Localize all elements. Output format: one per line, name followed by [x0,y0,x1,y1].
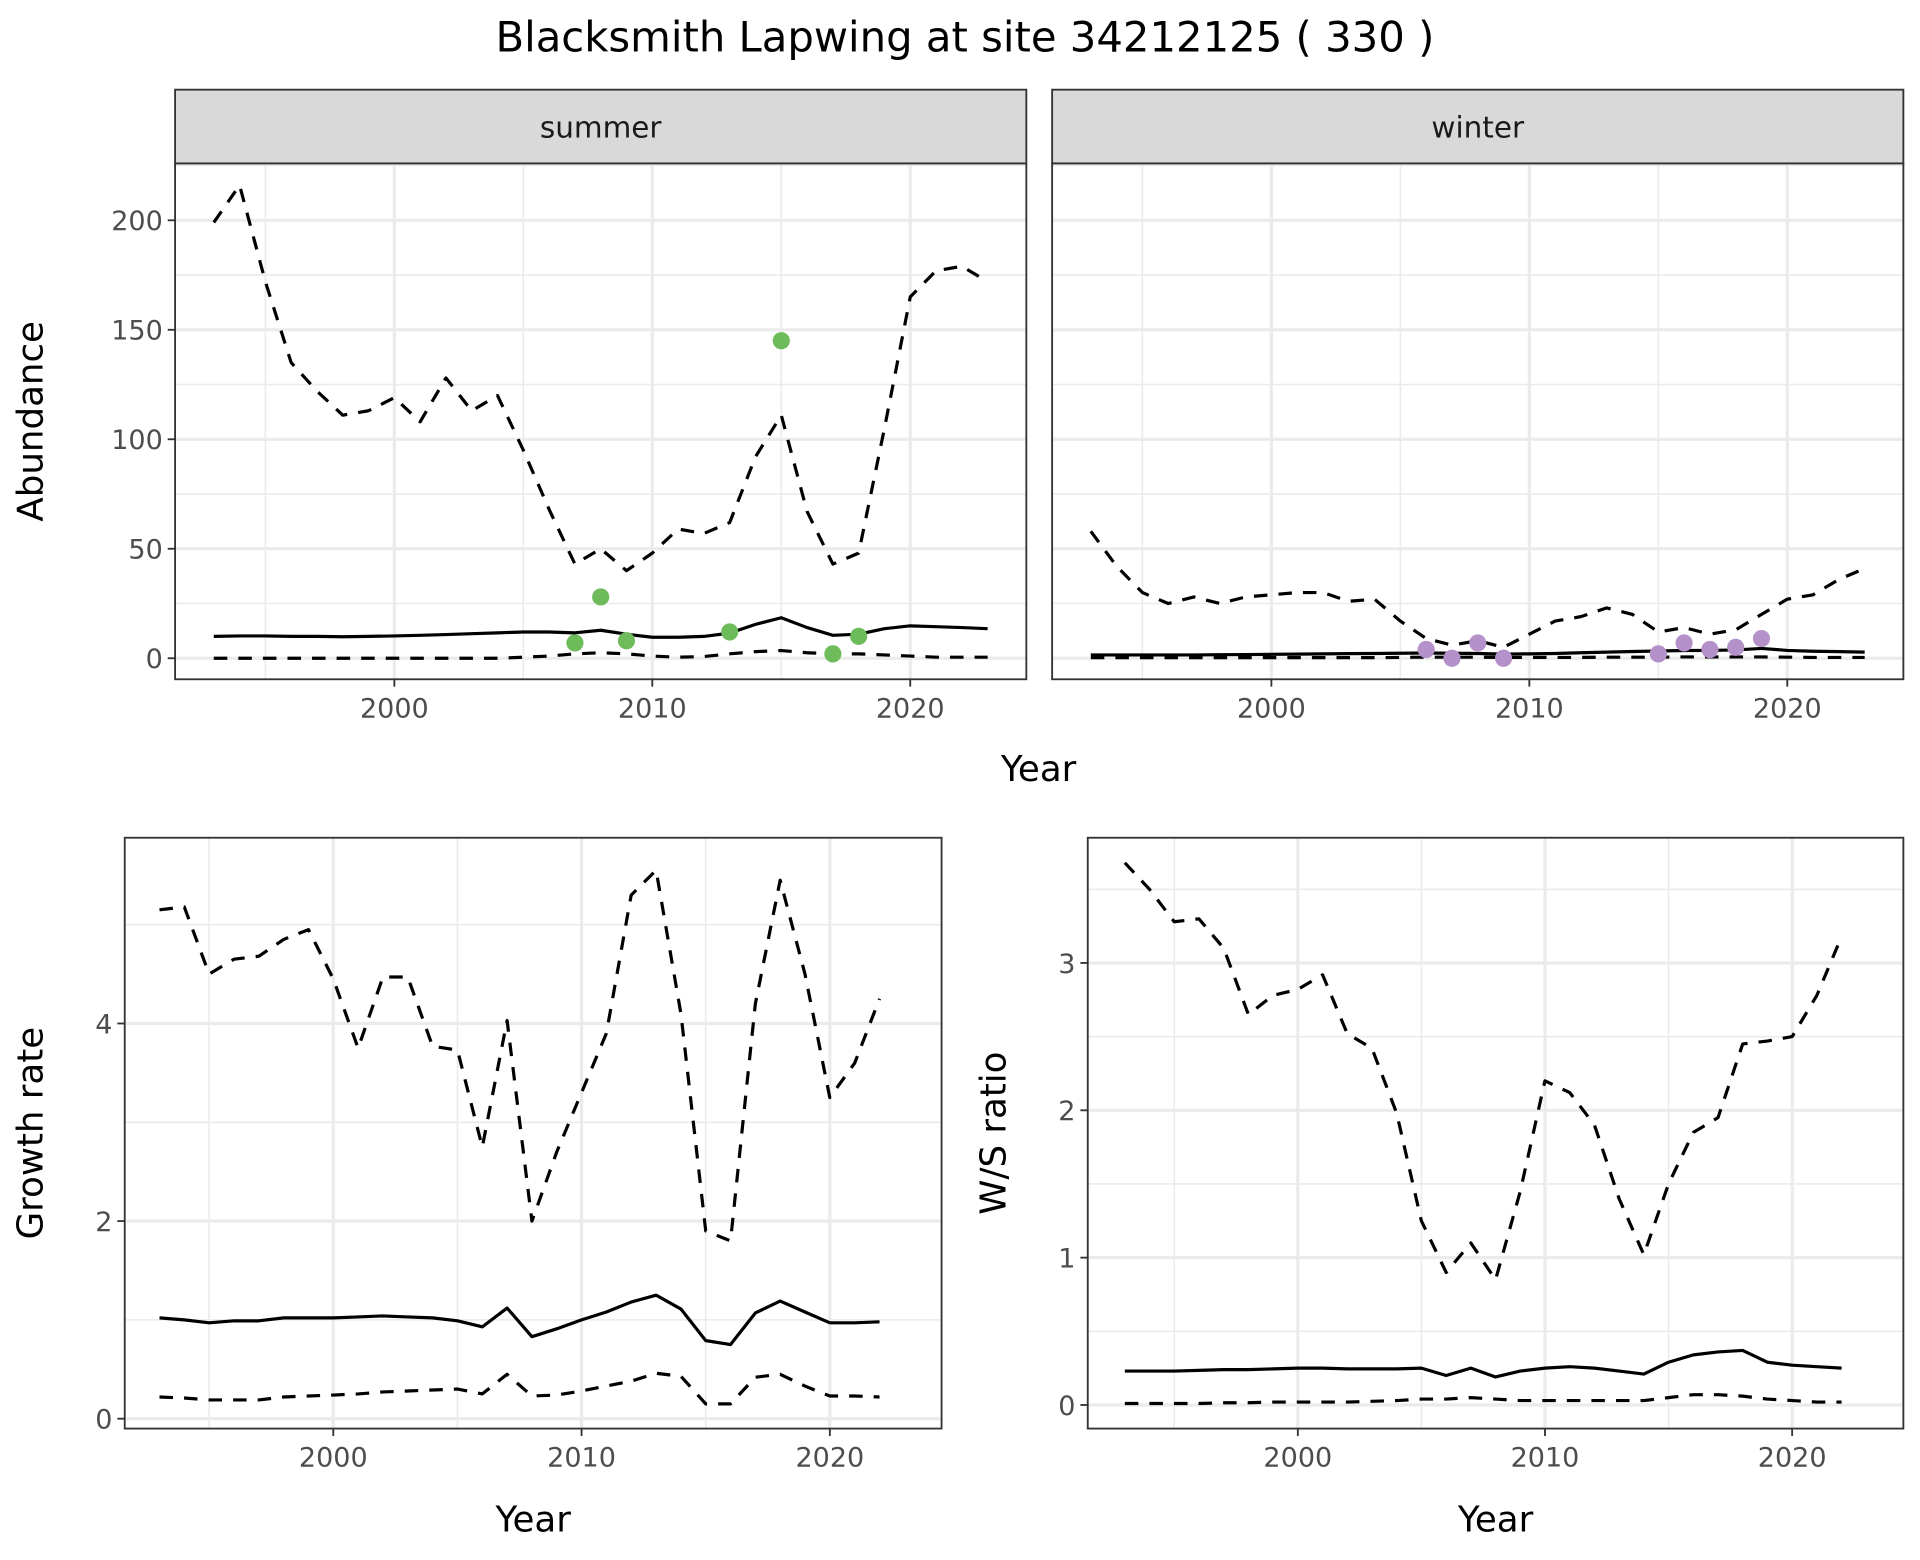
panel-border [1086,836,1905,1430]
series-line-upper [1123,861,1844,1282]
y-tick-label: 3 [1058,949,1075,980]
data-point [566,634,584,652]
x-axis-label: Year [1000,749,1077,790]
x-tick-label: 2020 [795,1443,864,1474]
series-line-lower [1124,1393,1842,1406]
y-tick-label: 2 [1058,1096,1075,1127]
x-tick-label: 2000 [1237,693,1306,724]
facet-strip-label: winter [1431,111,1525,145]
x-tick-label: 2020 [1758,1443,1827,1474]
x-tick-label: 2020 [876,693,945,724]
data-point [1701,640,1719,659]
x-tick-label: 2010 [618,693,687,724]
data-point [1417,640,1435,659]
data-point [1649,645,1667,663]
series-line-upper [212,183,989,573]
data-point [1443,649,1461,667]
data-point [592,588,610,606]
plot-background [1087,837,1904,1429]
y-tick-label: 100 [111,425,163,456]
data-point [1494,649,1513,667]
panel-1: winter 2000 2010 2020 [1051,88,1905,724]
y-tick-label: 0 [1058,1391,1075,1422]
y-tick-label: 0 [95,1405,112,1436]
data-point [1752,629,1771,648]
y-axis-label: W/S ratio [973,1052,1014,1215]
facet-strip [174,88,1028,165]
facet-strip [1051,88,1905,165]
series-line-lower [159,1371,880,1406]
series-line-mean [1124,1348,1842,1379]
data-point [850,627,868,645]
series-line-mean [159,1293,880,1347]
plot-background [1052,163,1904,680]
x-axis-label: Year [494,1500,571,1541]
y-axis-label: Growth rate [10,1027,51,1240]
y-tick-label: 200 [111,206,163,237]
series-line-upper [159,868,882,1243]
y-tick-label: 50 [128,535,162,566]
panel-3: 2000 2010 2020 0 1 2 3 W/S ratio Year [973,836,1905,1541]
panel-0: summer 2000 2010 2020 0 50 100 150 200 Abundance [10,88,1028,724]
x-axis-label: Year [1457,1500,1534,1541]
y-axis-label: Abundance [10,321,51,522]
facet-strip-label: summer [540,111,663,145]
data-point [1675,634,1693,652]
series-line-lower [213,648,988,660]
y-tick-label: 0 [146,644,163,675]
x-tick-label: 2010 [547,1443,616,1474]
y-tick-label: 1 [1058,1243,1075,1274]
y-tick-label: 150 [111,316,163,347]
data-point [772,332,790,350]
chart-title: Blacksmith Lapwing at site 34212125 ( 33… [495,13,1434,62]
series-line-lower [1090,655,1865,660]
x-tick-label: 2000 [360,693,429,724]
x-tick-label: 2020 [1753,693,1822,724]
y-tick-label: 2 [95,1207,112,1238]
panel-2: 2000 2010 2020 0 2 4 Growth rate Year [10,836,943,1541]
x-tick-label: 2010 [1511,1443,1580,1474]
x-tick-label: 2010 [1495,693,1564,724]
plot-background [124,837,942,1429]
panel-border [123,836,943,1430]
x-tick-label: 2000 [1263,1443,1332,1474]
data-point [824,645,842,663]
data-point [1469,634,1487,652]
data-point [721,623,739,641]
y-tick-label: 4 [95,1009,112,1040]
data-point [1727,638,1745,656]
data-point [617,632,636,650]
x-tick-label: 2000 [299,1443,368,1474]
